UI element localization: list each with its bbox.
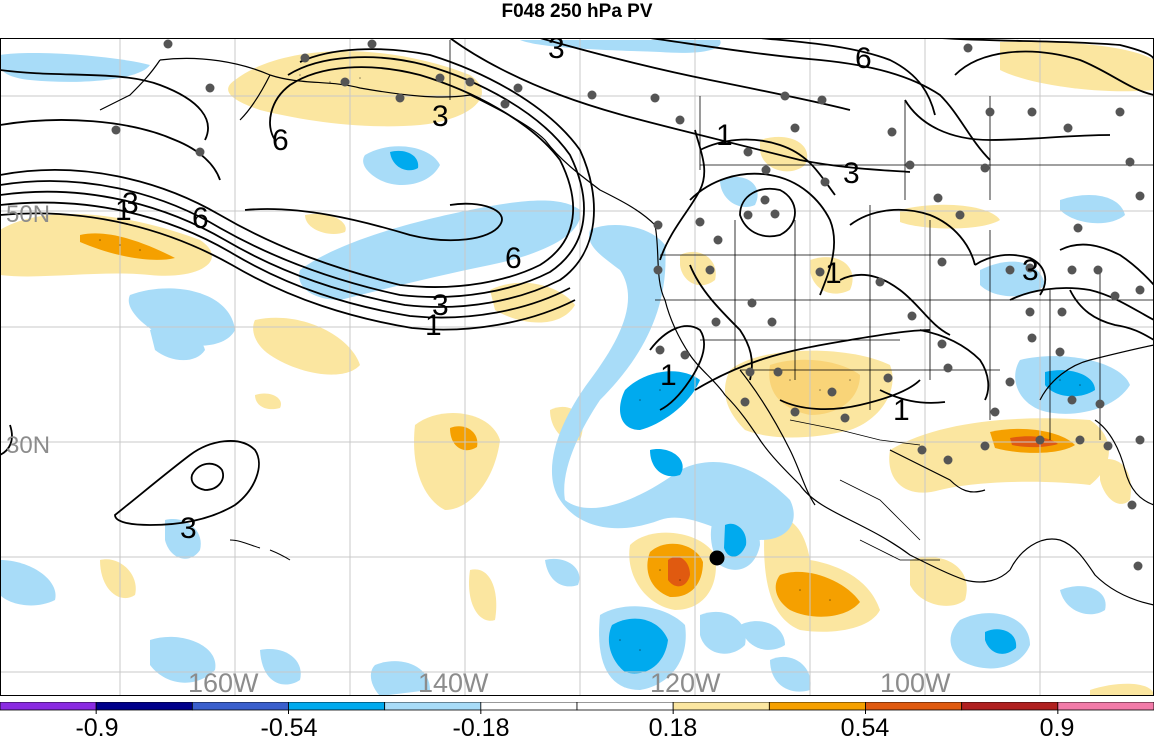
colorbar-swatch	[288, 702, 386, 711]
colorbar-swatches	[0, 702, 1154, 711]
colorbar-swatch	[865, 702, 963, 711]
colorbar-ticks	[95, 710, 1059, 714]
colorbar-swatch	[384, 702, 482, 711]
lon-label: 160W	[188, 668, 259, 696]
pv-map: 3 6 3 1 3 6 1 6 3 3 6 1 1 1 3 1 3 160W 1…	[0, 38, 1154, 696]
contour-label: 1	[716, 119, 733, 152]
colorbar-swatch	[768, 702, 866, 711]
lat-label: 30N	[6, 432, 50, 459]
contour-label: 3	[180, 512, 197, 545]
positive-anomaly-shading	[0, 41, 1154, 696]
contour-label: 1	[893, 394, 910, 427]
coastlines-and-borders	[99, 40, 1154, 606]
contour-labels: 3 6 3 1 3 6 1 6 3 3 6 1 1 1 3 1 3	[115, 38, 1039, 545]
lon-label: 120W	[650, 668, 721, 696]
colorbar-swatch	[1057, 702, 1154, 711]
lat-labels: 50N 30N	[6, 201, 50, 459]
negative-anomaly-shading	[0, 40, 1130, 696]
colorbar-swatch	[0, 702, 97, 711]
colorbar-swatch	[191, 702, 289, 711]
contour-label: 3	[122, 187, 139, 220]
colorbar-swatch	[480, 702, 578, 711]
lon-labels: 160W 140W 120W 100W	[188, 668, 951, 696]
colorbar-swatch	[95, 702, 193, 711]
contour-label: 6	[272, 124, 289, 157]
station-dots	[111, 39, 1145, 571]
contour-label: 6	[855, 42, 872, 75]
lat-lon-grid	[0, 38, 1154, 696]
contour-label: 6	[505, 242, 522, 275]
lon-label: 140W	[418, 668, 489, 696]
lat-label: 50N	[6, 201, 50, 228]
colorbar-swatch	[961, 702, 1059, 711]
marker-point	[709, 550, 725, 566]
contour-label: 3	[548, 38, 565, 65]
contour-label: 3	[843, 157, 860, 190]
contour-label: 1	[115, 194, 132, 227]
contour-label: 1	[660, 359, 677, 392]
colorbar-swatch	[576, 702, 674, 711]
contour-label: 3	[1022, 254, 1039, 287]
contour-label: 1	[425, 309, 442, 342]
colorbar-swatch	[672, 702, 770, 711]
colorbar-tick-label: 0.9	[1040, 714, 1075, 739]
contour-label: 3	[432, 100, 449, 133]
colorbar-tick-label: -0.18	[453, 714, 510, 739]
significance-stippling	[99, 74, 1081, 651]
contour-label: 1	[825, 257, 842, 290]
colorbar-tick-label: -0.9	[75, 714, 118, 739]
colorbar-tick-label: 0.54	[841, 714, 890, 739]
colorbar: -0.9 -0.54 -0.18 0.18 0.54 0.9	[0, 702, 1154, 739]
colorbar-tick-label: 0.18	[649, 714, 698, 739]
colorbar-labels: -0.9 -0.54 -0.18 0.18 0.54 0.9	[75, 714, 1074, 739]
pv-contours	[0, 38, 1154, 526]
map-title: F048 250 hPa PV	[501, 1, 653, 22]
lon-label: 100W	[880, 668, 951, 696]
colorbar-tick-label: -0.54	[261, 714, 318, 739]
contour-label: 3	[432, 289, 449, 322]
contour-label: 6	[192, 202, 209, 235]
